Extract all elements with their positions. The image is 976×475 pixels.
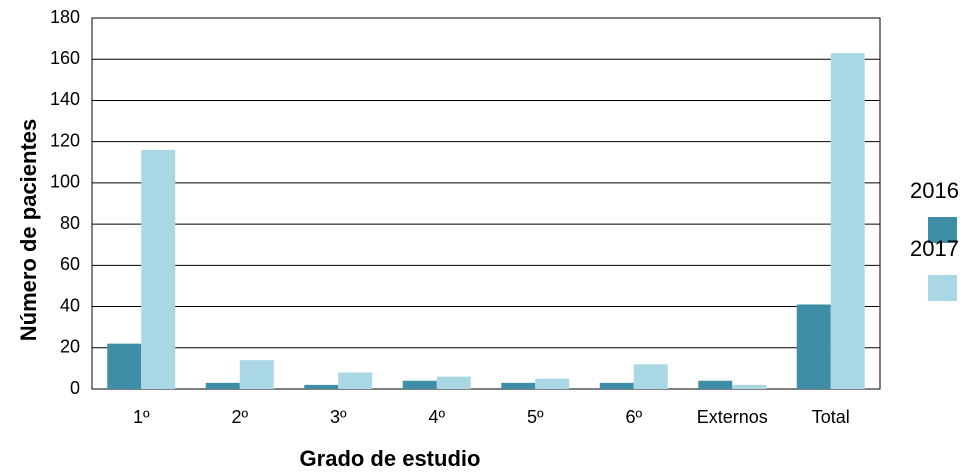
- x-tick-label: 5º: [527, 407, 544, 427]
- x-tick-label: 2º: [231, 407, 248, 427]
- bar: [796, 304, 831, 389]
- bar: [239, 360, 274, 389]
- legend-label: 2017: [910, 236, 959, 261]
- y-tick-label: 160: [50, 48, 80, 68]
- x-tick-label: Externos: [697, 407, 768, 427]
- x-tick-label: 3º: [330, 407, 347, 427]
- y-axis-label: Número de pacientes: [16, 119, 41, 342]
- y-tick-label: 100: [50, 172, 80, 192]
- bar: [501, 382, 536, 389]
- bar: [599, 382, 634, 389]
- bar: [436, 376, 471, 389]
- y-tick-label: 20: [60, 337, 80, 357]
- y-tick-label: 0: [70, 378, 80, 398]
- bar: [402, 380, 437, 389]
- x-tick-label: Total: [812, 407, 850, 427]
- legend-swatch: [928, 217, 957, 243]
- bar: [698, 380, 733, 389]
- legend-label: 2016: [910, 178, 959, 203]
- bar: [732, 384, 767, 389]
- x-tick-label: 1º: [133, 407, 150, 427]
- x-tick-label: 6º: [625, 407, 642, 427]
- plot-frame: [91, 17, 881, 390]
- bar: [304, 384, 339, 389]
- legend-swatch: [928, 275, 957, 301]
- bar: [535, 378, 570, 389]
- y-tick-label: 140: [50, 89, 80, 109]
- y-tick-label: 180: [50, 7, 80, 27]
- bar: [633, 364, 668, 389]
- y-tick-label: 60: [60, 254, 80, 274]
- x-tick-label: 4º: [428, 407, 445, 427]
- bar: [141, 149, 176, 389]
- bar: [338, 372, 373, 389]
- y-tick-label: 40: [60, 295, 80, 315]
- bar: [830, 53, 865, 390]
- y-tick-label: 120: [50, 130, 80, 150]
- bar: [107, 343, 142, 389]
- x-axis-label: Grado de estudio: [300, 446, 481, 471]
- bar: [205, 382, 240, 389]
- y-tick-label: 80: [60, 213, 80, 233]
